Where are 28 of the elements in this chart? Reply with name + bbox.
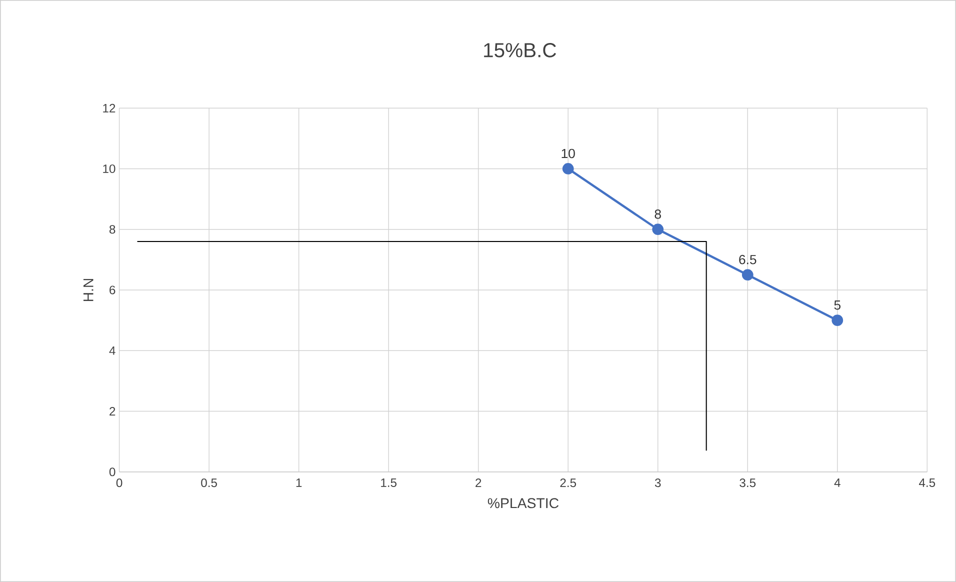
y-tick-label: 2 [110, 407, 116, 416]
point [832, 314, 844, 326]
x-tick-label: 3 [654, 478, 661, 488]
x-tick-label: 1.5 [381, 478, 397, 487]
data-label: 5 [834, 300, 840, 310]
y-tick-label: 6 [110, 286, 116, 294]
x-tick-label: 2.5 [560, 478, 576, 488]
x-tick-label: 3.5 [740, 478, 756, 488]
x-tick-label: 2 [476, 478, 482, 487]
y-tick-label: 12 [103, 104, 116, 112]
y-tick-label: 10 [103, 164, 116, 174]
x-axis-title: %PLASTIC [488, 498, 559, 508]
point [652, 224, 664, 236]
x-tick-label: 1 [296, 478, 302, 487]
x-tick-label: 0.5 [201, 478, 217, 488]
y-tick-label: 4 [109, 346, 116, 355]
data-label: 6.5 [739, 254, 756, 264]
point [742, 269, 754, 281]
y-axis-title: H.N [83, 278, 94, 302]
chart-title: 15%B.C [484, 43, 556, 58]
y-tick-label: 8 [109, 225, 116, 234]
x-tick-label: 4 [834, 478, 840, 487]
x-tick-label: 4.5 [919, 478, 936, 487]
data-label: 8 [654, 209, 661, 219]
point [562, 163, 574, 174]
y-tick-label: 0 [109, 468, 116, 476]
data-label: 10 [562, 148, 575, 158]
x-tick-label: 0 [116, 478, 122, 488]
